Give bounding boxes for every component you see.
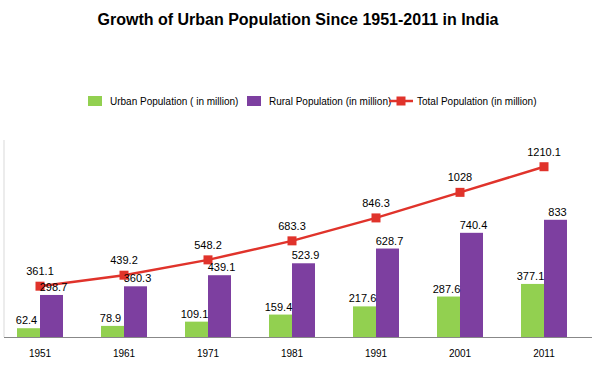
data-label: 159.4 <box>265 301 293 313</box>
bar <box>185 322 208 337</box>
x-axis-line <box>4 337 592 338</box>
plot-marks <box>17 162 567 337</box>
data-label: 740.4 <box>460 219 488 231</box>
data-label: 298.7 <box>40 281 68 293</box>
x-tick-label: 1991 <box>365 348 388 359</box>
x-tick-label: 1951 <box>29 348 52 359</box>
data-label: 846.3 <box>362 197 390 209</box>
data-labels: 62.4 78.9 109.1 159.4 217.6 287.6 377.1 298.7 36… <box>16 146 567 326</box>
x-tick-label: 1971 <box>197 348 220 359</box>
line-marker <box>372 213 381 222</box>
bar <box>17 328 40 337</box>
bar <box>376 249 399 337</box>
chart-title: Growth of Urban Population Since 1951-20… <box>78 8 518 31</box>
data-label: 217.6 <box>349 292 377 304</box>
bar <box>437 297 460 337</box>
bar <box>124 286 147 337</box>
legend-swatch <box>397 97 406 106</box>
legend-swatch <box>247 96 261 106</box>
x-tick-label: 2001 <box>449 348 472 359</box>
bar <box>460 233 483 337</box>
legend-label: Rural Population (in million) <box>269 96 391 107</box>
data-label: 523.9 <box>292 249 320 261</box>
bar <box>521 284 544 337</box>
x-tick-label: 2011 <box>533 348 555 359</box>
line <box>40 167 544 286</box>
data-label: 1210.1 <box>527 146 561 158</box>
legend-label: Urban Population ( in million) <box>110 96 238 107</box>
data-label: 833 <box>548 206 566 218</box>
bar <box>101 326 124 337</box>
bar <box>544 220 567 337</box>
legend-label: Total Population (in million) <box>417 96 537 107</box>
data-label: 1028 <box>448 171 472 183</box>
bar <box>353 306 376 337</box>
line-marker <box>540 162 549 171</box>
data-label: 548.2 <box>194 239 222 251</box>
data-label: 439.1 <box>208 261 236 273</box>
data-label: 439.2 <box>110 254 138 266</box>
data-label: 109.1 <box>181 308 209 320</box>
data-label: 361.1 <box>26 265 54 277</box>
legend-swatch <box>88 96 102 106</box>
legend: Urban Population ( in million) Rural Popu… <box>88 96 537 107</box>
data-label: 78.9 <box>100 312 121 324</box>
data-label: 287.6 <box>433 283 461 295</box>
data-label: 377.1 <box>517 270 545 282</box>
data-label: 628.7 <box>376 235 404 247</box>
data-label: 360.3 <box>124 272 152 284</box>
chart-canvas: 62.4 78.9 109.1 159.4 217.6 287.6 377.1 298.7 36… <box>0 0 596 369</box>
bar <box>40 295 63 337</box>
data-label: 683.3 <box>278 220 306 232</box>
x-tick-label: 1981 <box>281 348 304 359</box>
bar <box>269 315 292 337</box>
y-axis-line <box>4 140 5 337</box>
bar <box>208 275 231 337</box>
bar <box>292 263 315 337</box>
line-marker <box>288 236 297 245</box>
x-tick-label: 1961 <box>113 348 136 359</box>
data-label: 62.4 <box>16 314 37 326</box>
line-marker <box>456 188 465 197</box>
